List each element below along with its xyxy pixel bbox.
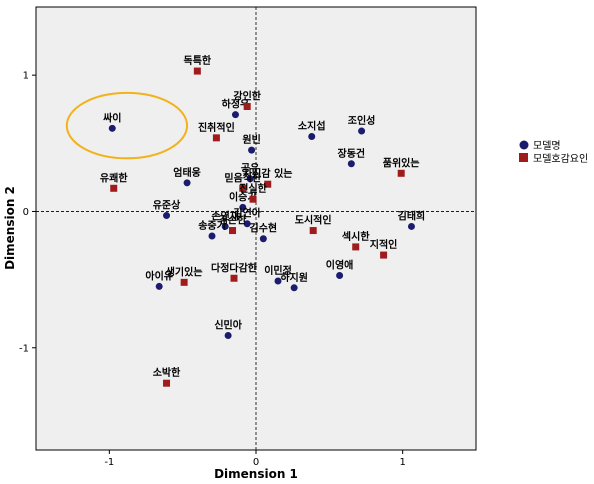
model-point [347,160,355,168]
x-axis-title: Dimension 1 [214,467,298,481]
point-label: 품위있는 [383,156,420,169]
point-label: 김연아 [233,207,261,220]
attribute-point [249,195,257,203]
y-tick-label: 1 [23,71,29,82]
legend-marker-attr [519,153,528,162]
point-label: 엄태웅 [173,166,201,179]
attribute-point [229,227,237,235]
model-point [290,284,298,292]
attribute-point [180,278,188,286]
point-label: 도시적인 [295,214,332,227]
point-label: 유쾌한 [100,171,128,184]
point-label: 공유 [241,163,259,175]
model-point [208,232,216,240]
point-label: 이영애 [326,259,354,272]
model-point [336,272,344,280]
point-label: 싸이 [103,111,121,124]
y-tick-label: -1 [19,343,29,354]
point-label: 다정다감한 [211,261,258,274]
model-point [248,146,256,154]
point-label: 생기있는 [166,265,203,278]
legend-label-model: 모델명 [533,140,561,152]
point-label: 소지섭 [298,119,326,132]
point-label: 원빈 [242,133,260,146]
model-point [163,212,171,220]
x-tick-label: 1 [399,457,405,468]
legend: 모델명 모델호감요인 [519,140,588,165]
model-point [246,175,254,183]
model-point [407,222,415,230]
model-point [231,111,239,119]
model-point [243,220,251,228]
point-label: 하지원 [280,271,308,284]
model-point [274,277,282,285]
point-label: 손연재 [211,209,239,222]
point-label: 진실한 [239,182,267,195]
model-point [259,235,267,243]
point-label: 유준상 [153,199,181,212]
attribute-point [309,227,317,235]
model-point [221,222,229,230]
attribute-point [212,134,220,142]
x-tick-label: -1 [104,457,114,468]
model-point [308,132,316,140]
point-label: 신민아 [214,319,242,332]
highlight-ellipse [65,91,189,160]
point-label: 겸손한 [219,215,247,227]
attribute-point [230,274,238,282]
point-label: 이민정 [264,264,292,277]
legend-label-attr: 모델호감요인 [533,153,588,165]
point-label: 장동건 [338,147,366,160]
point-label: 하정우 [222,98,250,111]
point-label: 독특한 [184,55,212,67]
point-label: 송중기 [198,219,226,232]
legend-marker-model [519,140,529,150]
attribute-point [163,379,171,387]
attribute-point [110,184,118,192]
attribute-point [193,67,201,75]
model-point [239,203,247,211]
model-point [155,282,163,290]
attribute-point [352,243,360,251]
point-label: 김태희 [398,209,426,222]
model-point [358,127,366,135]
point-label: 김수현 [250,222,278,235]
point-label: 조인성 [348,114,376,127]
point-label: 섹시한 [342,230,370,243]
model-point [183,179,191,187]
x-tick-label: 0 [253,457,259,468]
point-label: 믿음직한 [224,171,262,184]
point-label: 아이유 [145,269,173,282]
axis-ticks: -1 0 1 -1 0 1 [19,71,406,468]
point-label: 소박한 [153,366,181,379]
y-tick-label: 0 [23,207,29,218]
point-label: 자신감 있는 [243,167,292,180]
point-label: 지적인 [370,238,398,251]
point-label: 진취적인 [198,121,235,134]
attribute-point [264,180,272,188]
attribute-point [243,103,251,111]
attribute-point [397,169,405,177]
attribute-point [380,251,388,259]
y-axis-title: Dimension 2 [3,186,17,270]
attribute-point [239,184,247,192]
model-point [224,332,232,340]
point-label: 강인한 [233,90,261,103]
model-point [108,124,116,132]
